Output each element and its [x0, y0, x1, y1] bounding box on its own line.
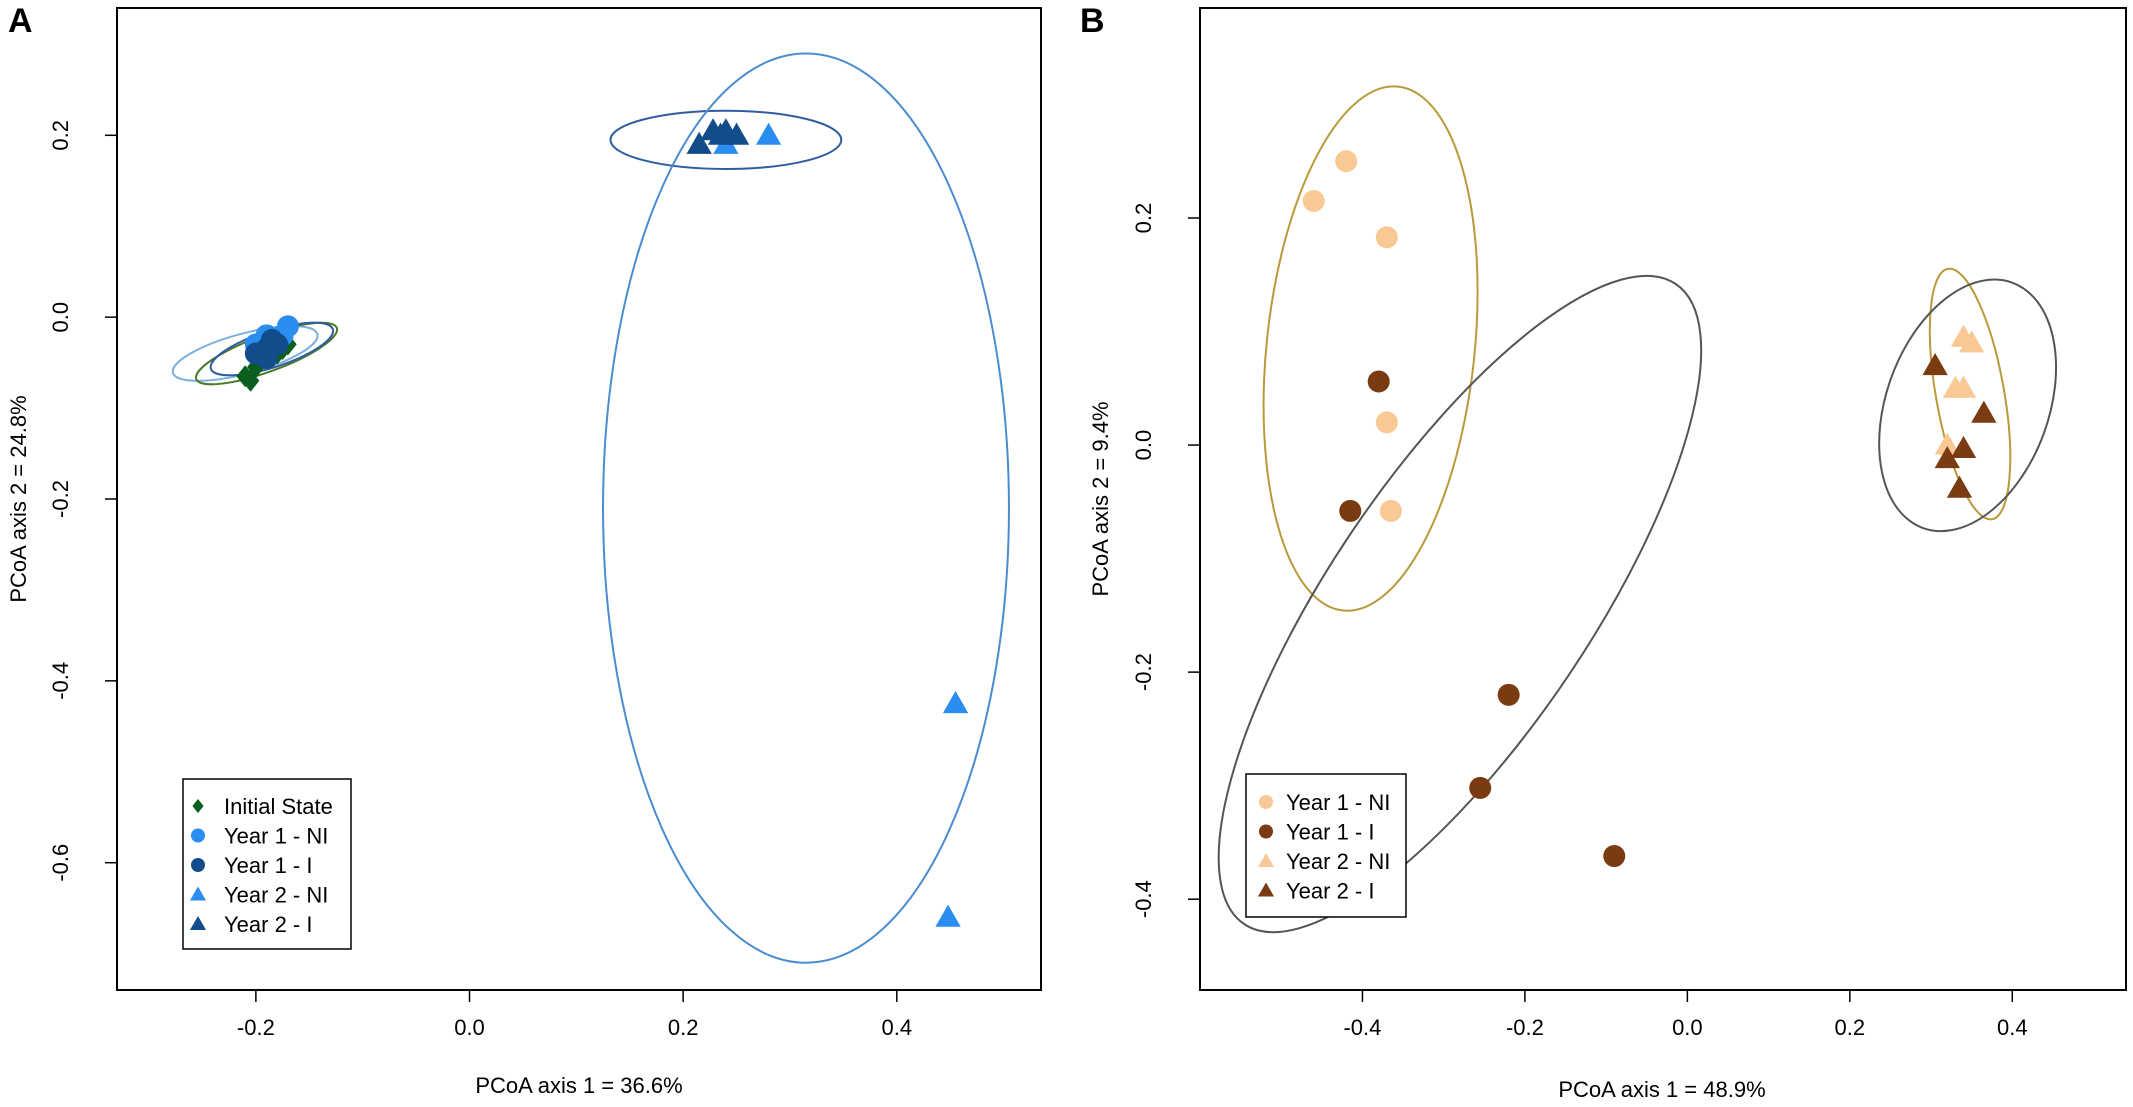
panel-b-point-year-2-i-3 [1950, 435, 1977, 458]
panel-b-plot-frame [1199, 7, 2127, 991]
panel-b-x-tick-label: -0.2 [1506, 1015, 1544, 1040]
panel-a-legend-label-initial-state: Initial State [224, 794, 333, 819]
panel-b-legend: Year 1 - NI Year 1 - I Year 2 - NI Year 2 -… [1245, 773, 1407, 918]
panel-a-label: A [8, 2, 33, 40]
panel-b-legend-marker-year-1-ni [1259, 795, 1273, 809]
panel-b-legend-box [1245, 773, 1407, 918]
panel-a-y-tick-label: 0.0 [48, 302, 73, 333]
panel-a-x-axis-label: PCoA axis 1 = 36.6% [475, 1073, 682, 1098]
panel-a-x-tick-label: 0.4 [881, 1015, 912, 1040]
panel-a-y-ticks: -0.6 -0.4 -0.2 0.0 0.2 [48, 120, 117, 882]
panel-a-y-tick-label: 0.2 [48, 120, 73, 151]
panel-b-y-tick-label: -0.4 [1131, 880, 1156, 918]
panel-a-x-ticks: -0.2 0.0 0.2 0.4 [237, 990, 912, 1040]
panel-b-point-year-2-i-1 [1922, 352, 1948, 376]
panel-b-point-year-2-i-2 [1971, 400, 1997, 423]
panel-b-label: B [1080, 2, 1105, 40]
panel-a-point-initial-state-2 [241, 369, 260, 392]
panel-b-legend-label-year-2-ni: Year 2 - NI [1286, 849, 1390, 874]
panel-a-point-year-1-i-6 [255, 347, 278, 370]
panel-a-ellipse-4 [609, 109, 843, 170]
panel-a-x-tick-label: 0.0 [454, 1015, 485, 1040]
panel-b-point-year-1-ni-1 [1335, 150, 1358, 173]
panel-b-point-year-2-i-5 [1946, 475, 1973, 498]
panel-a-legend: Initial State Year 1 - NI Year 1 - I Year 2… [182, 778, 352, 950]
panel-b-point-year-1-i-4 [1469, 776, 1492, 799]
panel-a-legend-label-year-1-i: Year 1 - I [224, 853, 312, 878]
panel-b-point-year-1-i-3 [1497, 683, 1520, 706]
panel-b-legend-label-year-1-ni: Year 1 - NI [1286, 790, 1390, 815]
panel-a-point-year-2-i-4 [723, 122, 750, 145]
panel-b-ellipse-1 [1262, 85, 1479, 612]
panel-b-legend-marker-year-1-i [1259, 824, 1273, 839]
panel-b-point-year-1-ni-5 [1379, 499, 1402, 522]
panel-b-y-axis-label: PCoA axis 2 = 9.4% [1088, 401, 1113, 596]
panel-b-point-year-1-i-1 [1367, 370, 1390, 393]
panel-a-point-year-2-ni-4 [935, 904, 961, 927]
panel-b-point-year-2-ni-5 [1934, 432, 1960, 455]
panel-a-point-year-2-i-1 [686, 131, 712, 154]
panel-a-legend-label-year-2-i: Year 2 - I [224, 912, 312, 937]
panel-b-point-year-1-i-5 [1603, 845, 1626, 868]
panel-b-point-year-1-ni-4 [1375, 411, 1398, 434]
panel-a-legend-label-year-1-ni: Year 1 - NI [224, 824, 328, 849]
panel-b-point-year-1-ni-2 [1302, 189, 1325, 212]
panel-b-y-ticks: -0.4 -0.2 0.0 0.2 [1131, 203, 1200, 918]
panel-a-point-year-2-ni-3 [942, 690, 969, 714]
panel-a-legend-marker-year-2-i [189, 915, 207, 931]
panel-b-x-tick-label: -0.4 [1343, 1015, 1381, 1040]
panel-b-y-tick-label: 0.2 [1131, 203, 1156, 234]
panel-b-x-axis-label: PCoA axis 1 = 48.9% [1558, 1077, 1765, 1102]
panel-a-x-tick-label: -0.2 [237, 1015, 275, 1040]
panel-a-y-axis-label: PCoA axis 2 = 24.8% [6, 395, 31, 602]
panel-a-point-year-2-i-5 [707, 122, 734, 145]
panel-b-point-year-2-ni-2 [1959, 330, 1985, 353]
panel-b-point-year-2-ni-4 [1950, 375, 1977, 398]
panel-b-ellipse-3 [1928, 267, 2012, 521]
panel-a-legend-marker-year-2-ni [189, 886, 207, 901]
panel-a-point-year-2-ni-2 [755, 122, 782, 145]
panel-b-point-year-1-i-2 [1339, 499, 1362, 522]
panel-a-point-initial-state-3 [247, 356, 265, 379]
panel-b-x-tick-label: 0.4 [1997, 1015, 2028, 1040]
panel-b-x-ticks: -0.4 -0.2 0.0 0.2 0.4 [1343, 990, 2028, 1040]
panel-b: B -0.4 -0.2 0.0 0.2 0.4 -0.4 -0.2 0.0 0.2 PCoA … [1080, 2, 2127, 1102]
panel-b-legend-label-year-1-i: Year 1 - I [1286, 820, 1374, 845]
panel-b-legend-label-year-2-i: Year 2 - I [1286, 879, 1374, 904]
panel-a-legend-marker-year-1-ni [191, 828, 205, 843]
panel-b-ellipse-4 [1878, 278, 2058, 533]
panel-a-legend-box [182, 778, 352, 950]
panel-a-x-tick-label: 0.2 [668, 1015, 699, 1040]
panel-a-points [236, 118, 969, 927]
panel-a-legend-marker-year-1-i [191, 858, 205, 872]
panel-a-y-tick-label: -0.4 [48, 662, 73, 700]
panel-b-y-tick-label: 0.0 [1131, 430, 1156, 461]
panel-b-x-tick-label: 0.0 [1672, 1015, 1703, 1040]
panel-b-point-year-2-i-4 [1934, 446, 1960, 469]
panel-a: A -0.2 0.0 0.2 0.4 -0.6 -0.4 -0.2 0.0 0.2 PCoA … [6, 2, 1042, 1098]
panel-b-legend-marker-year-2-i [1257, 882, 1275, 897]
panel-b-legend-marker-year-2-ni [1257, 852, 1275, 868]
panel-b-x-tick-label: 0.2 [1835, 1015, 1866, 1040]
panel-a-y-tick-label: -0.6 [48, 844, 73, 882]
panel-b-y-tick-label: -0.2 [1131, 653, 1156, 691]
panel-b-point-year-1-ni-3 [1375, 226, 1398, 249]
panel-b-points [1302, 150, 1997, 868]
panel-a-ellipses [171, 52, 1010, 964]
panel-a-legend-marker-initial-state [192, 799, 204, 813]
panel-b-ellipses [1217, 85, 2058, 934]
panel-a-ellipse-5 [602, 52, 1010, 964]
panel-a-legend-label-year-2-ni: Year 2 - NI [224, 883, 328, 908]
panel-b-ellipse-2 [1217, 274, 1703, 934]
panel-a-y-tick-label: -0.2 [48, 480, 73, 518]
